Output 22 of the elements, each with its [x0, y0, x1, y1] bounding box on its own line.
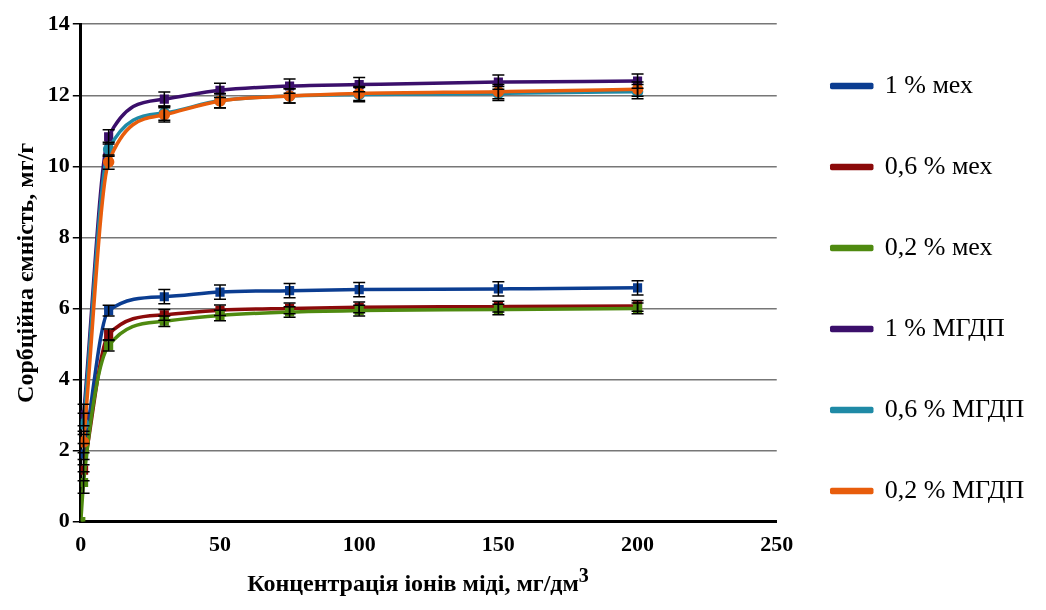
y-tick-label: 4 — [58, 365, 70, 391]
legend-label: 0,6 % МГДП — [884, 393, 1025, 423]
x-tick-label: 250 — [760, 531, 794, 557]
x-tick-label: 150 — [481, 531, 515, 557]
legend-label: 1 % МГДП — [884, 312, 1006, 342]
x-tick-label: 100 — [342, 531, 376, 557]
y-tick-label: 0 — [58, 507, 70, 533]
x-tick-label: 0 — [75, 531, 87, 557]
y-axis-title: Сорбційна ємність, мг/г — [11, 142, 38, 403]
x-tick-label: 200 — [621, 531, 655, 557]
y-tick-label: 14 — [47, 9, 70, 35]
y-tick-label: 10 — [47, 152, 70, 177]
y-tick-label: 2 — [58, 436, 70, 462]
y-tick-label: 8 — [58, 223, 70, 249]
legend-label: 0,2 % МГДП — [884, 474, 1025, 504]
legend-label: 1 % мех — [884, 69, 974, 99]
x-tick-label: 50 — [208, 531, 231, 557]
legend-label: 0,6 % мех — [884, 150, 993, 180]
y-tick-label: 12 — [47, 80, 70, 106]
x-axis-title: Концентрація іонів міді, мг/дм$^{3}$ — [246, 564, 590, 597]
legend-label: 0,2 % мех — [884, 231, 993, 261]
y-tick-label: 6 — [58, 294, 70, 320]
